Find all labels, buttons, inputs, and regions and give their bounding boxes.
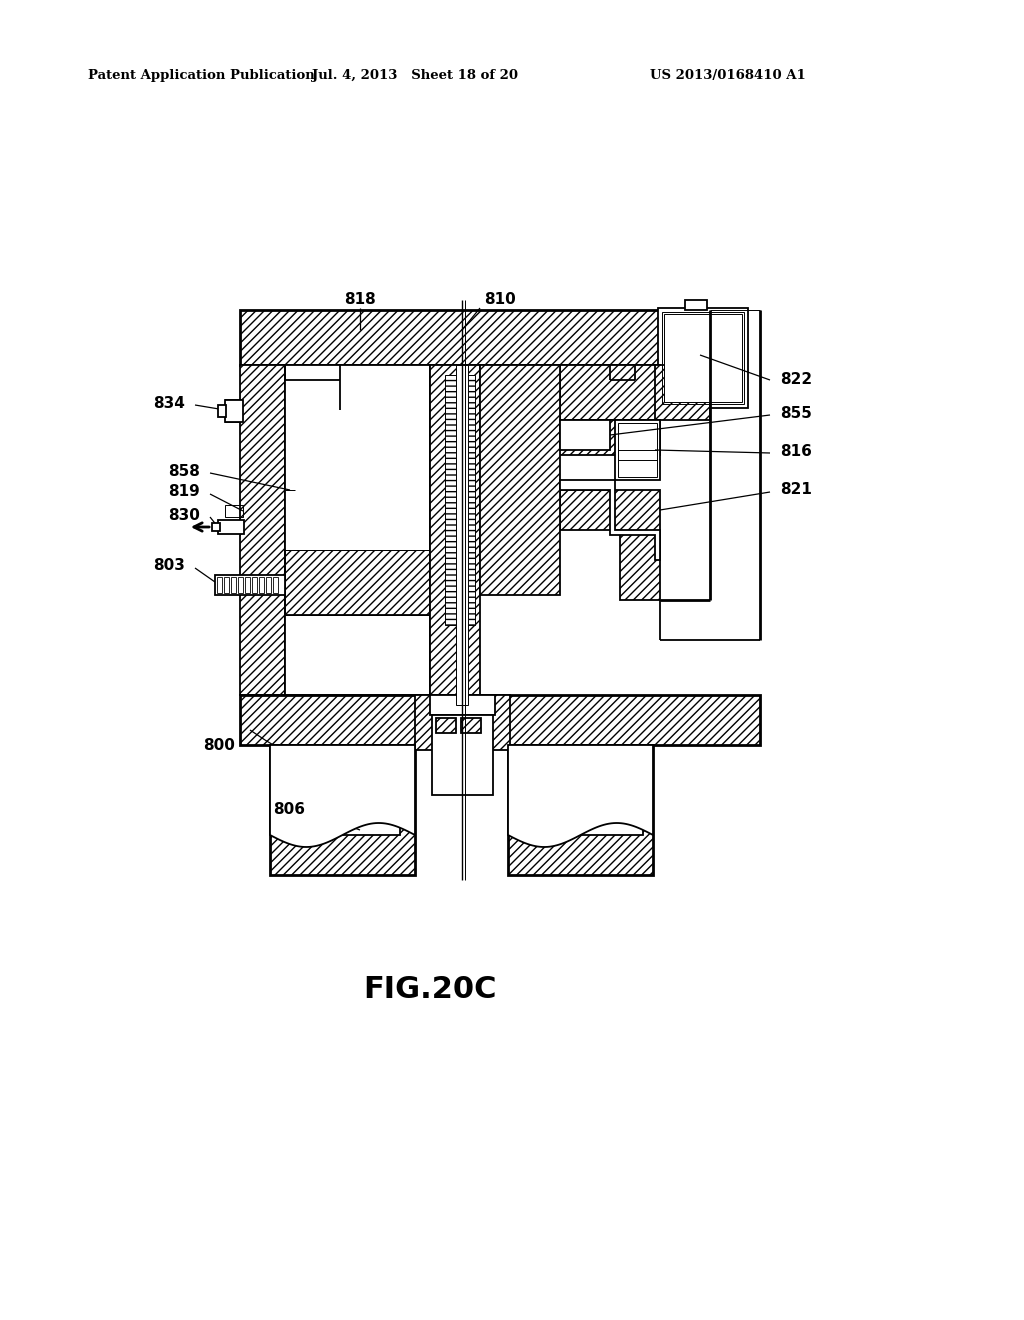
Bar (664, 314, 742, 403)
Bar (259, 577, 264, 593)
Text: 855: 855 (780, 405, 812, 421)
Bar (252, 577, 257, 593)
Text: 818: 818 (344, 293, 376, 308)
Bar (218, 405, 226, 417)
Text: 800: 800 (203, 738, 234, 752)
Bar (218, 520, 244, 535)
Bar (415, 696, 510, 750)
Text: 830: 830 (168, 507, 200, 523)
Bar (430, 366, 480, 696)
Bar (212, 523, 220, 531)
Bar (273, 577, 278, 593)
Text: 819: 819 (168, 484, 200, 499)
Bar (518, 744, 643, 836)
Bar (240, 366, 285, 696)
Text: 810: 810 (484, 293, 516, 308)
Bar (225, 506, 243, 517)
Polygon shape (508, 744, 653, 847)
Bar (461, 718, 481, 733)
Text: 803: 803 (154, 558, 185, 573)
Polygon shape (270, 744, 415, 847)
Text: Patent Application Publication: Patent Application Publication (88, 69, 314, 82)
Bar (615, 420, 660, 480)
Bar (658, 308, 748, 408)
Bar (225, 400, 243, 422)
Bar (445, 375, 475, 624)
Bar (555, 420, 660, 455)
Bar (618, 422, 657, 477)
Bar (224, 577, 229, 593)
Bar (560, 420, 610, 450)
Bar (508, 744, 653, 875)
Text: 806: 806 (273, 803, 305, 817)
Text: Jul. 4, 2013   Sheet 18 of 20: Jul. 4, 2013 Sheet 18 of 20 (312, 69, 518, 82)
Bar (430, 696, 495, 715)
Bar (285, 615, 430, 696)
Bar (215, 576, 285, 595)
Bar (285, 744, 400, 836)
Text: 858: 858 (168, 463, 200, 479)
Text: 822: 822 (780, 372, 812, 388)
Bar (655, 366, 710, 420)
Bar (456, 366, 468, 705)
Polygon shape (560, 480, 660, 560)
Text: 821: 821 (780, 483, 812, 498)
Bar (480, 366, 560, 595)
Bar (217, 577, 222, 593)
Bar (436, 718, 456, 733)
Text: FIG.20C: FIG.20C (364, 975, 497, 1005)
Bar (240, 310, 660, 366)
Bar (662, 312, 744, 404)
Text: 816: 816 (780, 444, 812, 458)
Bar (285, 366, 430, 696)
Text: US 2013/0168410 A1: US 2013/0168410 A1 (650, 69, 806, 82)
Bar (245, 577, 250, 593)
Bar (270, 744, 415, 875)
Bar (560, 366, 660, 420)
Bar (432, 715, 493, 795)
Bar (238, 577, 243, 593)
Bar (240, 696, 760, 744)
Polygon shape (560, 490, 660, 601)
Bar (285, 550, 430, 615)
Text: 834: 834 (154, 396, 185, 411)
Bar (266, 577, 271, 593)
Bar (231, 577, 236, 593)
Bar (685, 300, 707, 310)
